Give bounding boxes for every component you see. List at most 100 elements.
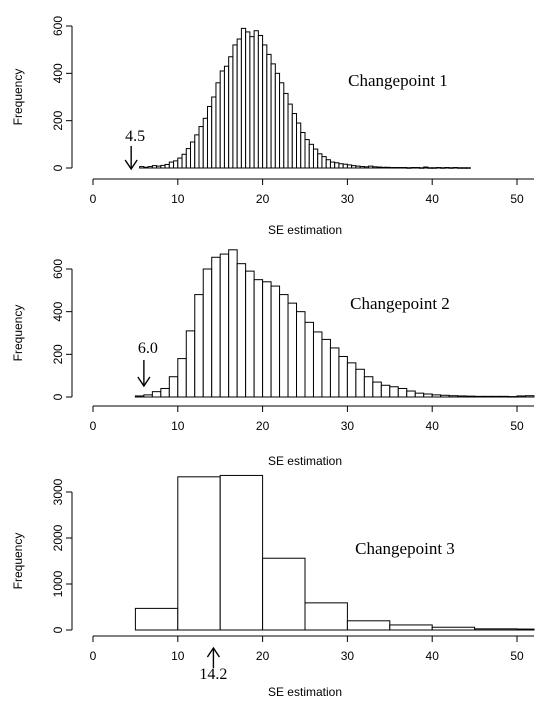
histogram-bar [321,156,327,169]
histogram-bar [160,164,166,169]
histogram-bar [160,387,170,398]
histogram-bar [372,381,382,398]
histogram-bar [423,166,429,169]
histogram-bar [185,330,196,398]
histogram-bar [134,395,145,398]
histogram-bar [465,167,471,169]
histogram-bar [397,387,408,398]
y-tick-label: 600 [51,16,65,36]
histogram-bar [444,167,450,169]
histogram-bar [198,126,204,169]
histogram-bar [279,294,289,398]
histogram-bar [134,607,179,631]
histogram-bar [406,390,416,398]
histogram-bar [156,165,162,169]
histogram-bar [211,256,221,398]
histogram-bar [389,167,395,169]
y-axis-label: Frequency [11,533,25,590]
x-tick-label: 40 [426,419,440,433]
histogram-bar [296,122,302,169]
y-tick-label: 600 [51,259,65,279]
x-tick-label: 50 [510,419,524,433]
histogram-bar [448,167,454,169]
histogram-bar [406,167,412,169]
histogram-bar [508,396,518,398]
histogram-bar [304,321,314,398]
histogram-bar [427,167,433,169]
histogram-bar [245,31,251,169]
histogram-bar [431,394,442,398]
histogram-bar [338,355,348,398]
histogram-bar [346,362,357,398]
histogram-bar [143,166,149,169]
x-axis-label: SE estimation [268,454,342,468]
histogram-bar [380,166,387,169]
histogram-bar [228,249,238,398]
histogram-bar [287,302,298,398]
x-tick-label: 30 [341,419,355,433]
y-tick-label: 200 [51,344,65,364]
histogram-bar [228,56,234,169]
histogram-bar [262,281,272,398]
histogram-bar [190,141,196,169]
histogram-bar [389,386,399,398]
histogram-bar [359,166,365,169]
histogram-bar [270,285,281,398]
histogram-bar [363,376,374,398]
histogram-bar [452,167,459,169]
histogram-bar [300,132,306,169]
y-tick-label: 1000 [51,570,65,597]
histogram-bar [448,395,459,398]
histogram-bar [431,167,437,169]
annotation-arrow-head [124,159,138,171]
histogram-bar [376,166,382,169]
histogram-bar [240,27,247,169]
histogram-bar [346,164,353,169]
histogram-bar [457,167,463,169]
x-tick-label: 10 [171,649,185,663]
histogram-bar [262,557,306,631]
histogram-bar [206,105,213,169]
histogram-bar [325,159,331,169]
x-tick-label: 10 [171,419,185,433]
x-tick-label: 0 [90,419,97,433]
x-axis-label: SE estimation [268,223,342,237]
histogram-bar [491,395,501,398]
histogram-bar [355,368,365,398]
histogram-bar [185,148,192,169]
histogram-bar [355,165,361,169]
histogram-bar [168,161,175,169]
histogram-bar [351,165,357,169]
histogram-bar [440,394,450,398]
x-axis-label: SE estimation [268,685,342,699]
x-tick-label: 50 [510,192,524,206]
histogram-bar [431,626,476,631]
histogram-bar [393,167,399,169]
histogram-bar [385,166,391,169]
histogram-bar [253,279,264,398]
histogram-bar [194,294,204,398]
annotation-value: 14.2 [199,666,227,683]
y-tick-label: 2000 [51,524,65,551]
histogram-bar [291,113,298,169]
histogram-bar [181,153,187,169]
histogram-bar [151,391,162,398]
changepoint-label: Changepoint 2 [350,294,450,313]
x-tick-label: 40 [426,192,440,206]
histogram-bar [236,38,242,169]
histogram-bar [402,167,408,169]
histogram-bar [266,53,272,169]
histogram-bar [414,392,425,398]
histogram-bar [139,166,145,169]
histogram-bar [219,474,264,631]
histogram-bar [274,72,281,169]
histogram-bar [202,268,213,398]
histogram-bar [168,376,179,398]
x-tick-label: 0 [90,649,97,663]
y-axis-label: Frequency [11,69,25,126]
histogram-bar [304,602,348,631]
histogram-bar [317,153,323,169]
histogram-bar [482,395,493,398]
y-tick-label: 0 [51,626,65,633]
